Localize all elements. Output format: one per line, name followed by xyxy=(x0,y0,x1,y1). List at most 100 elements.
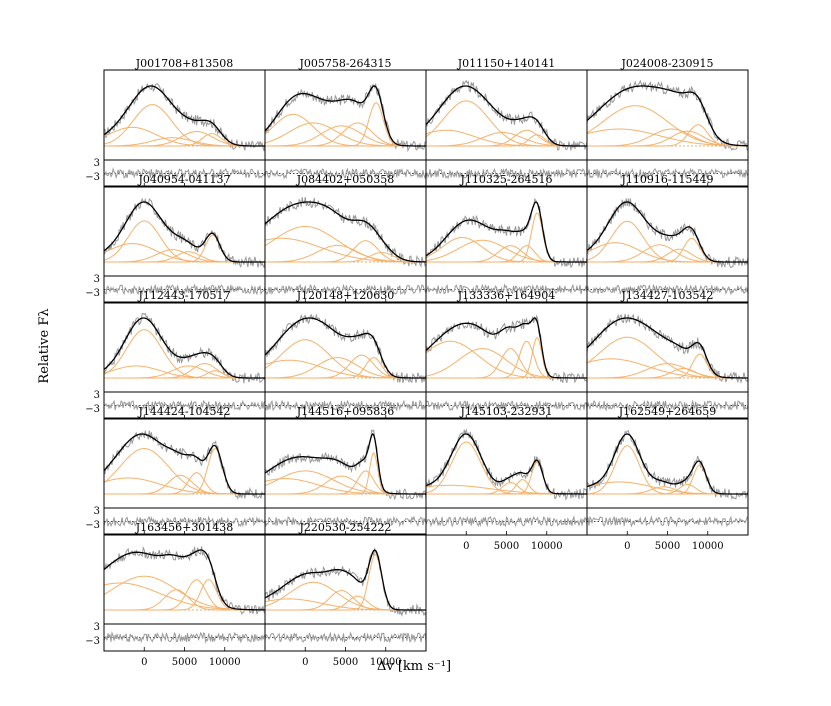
residual-spectrum xyxy=(425,167,588,180)
observed-spectrum xyxy=(103,430,266,500)
observed-spectrum xyxy=(264,83,427,153)
component-1 xyxy=(586,220,748,263)
residual-tick-label: 3 xyxy=(94,506,100,517)
panel-j040954-041137: J040954-041137 3 −3 xyxy=(85,173,266,304)
panel-j163456+301438: J163456+301438 3 −3 0 5000 10000 xyxy=(85,521,266,668)
residual-spectrum xyxy=(103,399,266,412)
component-5 xyxy=(426,337,587,379)
panel-j011150+140141: J011150+140141 xyxy=(425,57,588,188)
model-fit xyxy=(586,433,748,495)
observed-spectrum xyxy=(264,313,427,384)
component-1 xyxy=(586,105,748,147)
component-3 xyxy=(426,348,587,379)
residual-spectrum xyxy=(103,283,266,296)
component-3 xyxy=(587,363,748,379)
panel-title: J163456+301438 xyxy=(135,521,234,534)
residual-spectrum xyxy=(586,515,749,528)
panel-j110916-115449: J110916-115449 xyxy=(586,173,749,304)
component-5 xyxy=(426,212,587,263)
component-1 xyxy=(103,104,265,147)
residual-tick-label: 3 xyxy=(94,390,100,401)
x-tick-label: 0 xyxy=(141,657,147,668)
model-fit xyxy=(264,317,426,379)
panel-j133336+164904: J133336+164904 xyxy=(425,289,588,420)
component-2 xyxy=(425,348,587,379)
component-5 xyxy=(104,579,265,611)
observed-spectrum xyxy=(425,428,588,501)
y-axis-label: Relative Fλ xyxy=(37,308,52,383)
panel-j145103-232931: J145103-232931 0 5000 10000 xyxy=(425,405,588,552)
model-fit xyxy=(425,317,587,379)
panel-title: J110916-115449 xyxy=(620,173,713,186)
x-tick-label: 10000 xyxy=(692,541,724,552)
x-tick-label: 10000 xyxy=(209,657,241,668)
residual-spectrum xyxy=(264,283,427,296)
panel-j162549+264659: J162549+264659 0 5000 10000 xyxy=(586,405,749,552)
residual-tick-label: −3 xyxy=(85,636,100,647)
residual-tick-label: 3 xyxy=(94,274,100,285)
component-3 xyxy=(587,244,748,263)
panel-j120148+120630: J120148+120630 xyxy=(264,289,427,420)
component-3 xyxy=(104,589,265,611)
model-fit xyxy=(264,433,426,495)
panel-title: J024008-230915 xyxy=(620,57,713,70)
component-2 xyxy=(103,126,265,147)
x-tick-label: 0 xyxy=(302,657,308,668)
x-tick-label: 10000 xyxy=(531,541,563,552)
panel-j001708+813508: J001708+813508 3 −3 xyxy=(85,57,266,188)
panel-j084402+050358: J084402+050358 xyxy=(264,173,427,304)
component-1 xyxy=(425,237,587,263)
model-fit xyxy=(103,433,265,495)
panel-title: J162549+264659 xyxy=(618,405,717,418)
observed-spectrum xyxy=(264,429,427,501)
component-5 xyxy=(265,251,426,263)
panel-title: J011150+140141 xyxy=(457,57,556,70)
residual-spectrum xyxy=(586,167,749,180)
model-fit xyxy=(103,549,265,611)
residual-spectrum xyxy=(103,631,266,644)
component-4 xyxy=(426,479,587,495)
residual-spectrum xyxy=(425,515,588,528)
x-tick-label: 0 xyxy=(463,541,469,552)
component-1 xyxy=(425,441,587,495)
residual-spectrum xyxy=(264,631,427,644)
model-fit xyxy=(425,85,587,147)
component-4 xyxy=(587,130,748,147)
model-fit xyxy=(586,317,748,379)
component-1 xyxy=(103,575,265,611)
model-fit xyxy=(103,317,265,379)
residual-tick-label: −3 xyxy=(85,172,100,183)
model-fit xyxy=(586,201,748,263)
residual-spectrum xyxy=(586,283,749,296)
component-1 xyxy=(264,581,426,611)
model-fit xyxy=(425,433,587,495)
component-2 xyxy=(586,242,748,263)
observed-spectrum xyxy=(586,430,749,501)
observed-spectrum xyxy=(103,197,266,269)
component-5 xyxy=(587,237,748,263)
panel-title: J134427-103542 xyxy=(620,289,713,302)
panel-j220530-254222: J220530-254222 0 5000 10000 xyxy=(264,521,427,668)
panel-title: J120148+120630 xyxy=(296,289,395,302)
panel-title: J145103-232931 xyxy=(459,405,552,418)
component-2 xyxy=(586,358,748,379)
residual-spectrum xyxy=(264,167,427,180)
residual-spectrum xyxy=(586,399,749,412)
panel-j024008-230915: J024008-230915 xyxy=(586,57,749,188)
residual-tick-label: 3 xyxy=(94,622,100,633)
residual-spectrum xyxy=(103,167,266,180)
x-tick-label: 0 xyxy=(624,541,630,552)
x-tick-label: 5000 xyxy=(172,657,197,668)
residual-tick-label: −3 xyxy=(85,288,100,299)
model-fit xyxy=(586,85,748,147)
residual-tick-label: 3 xyxy=(94,158,100,169)
observed-spectrum xyxy=(103,83,266,152)
component-2 xyxy=(264,598,426,611)
x-tick-label: 5000 xyxy=(494,541,519,552)
panel-title: J005758-264315 xyxy=(298,57,391,70)
x-tick-label: 5000 xyxy=(333,657,358,668)
model-fit xyxy=(103,85,265,147)
model-fit xyxy=(264,201,426,263)
panel-title: J144516+095836 xyxy=(296,405,395,418)
